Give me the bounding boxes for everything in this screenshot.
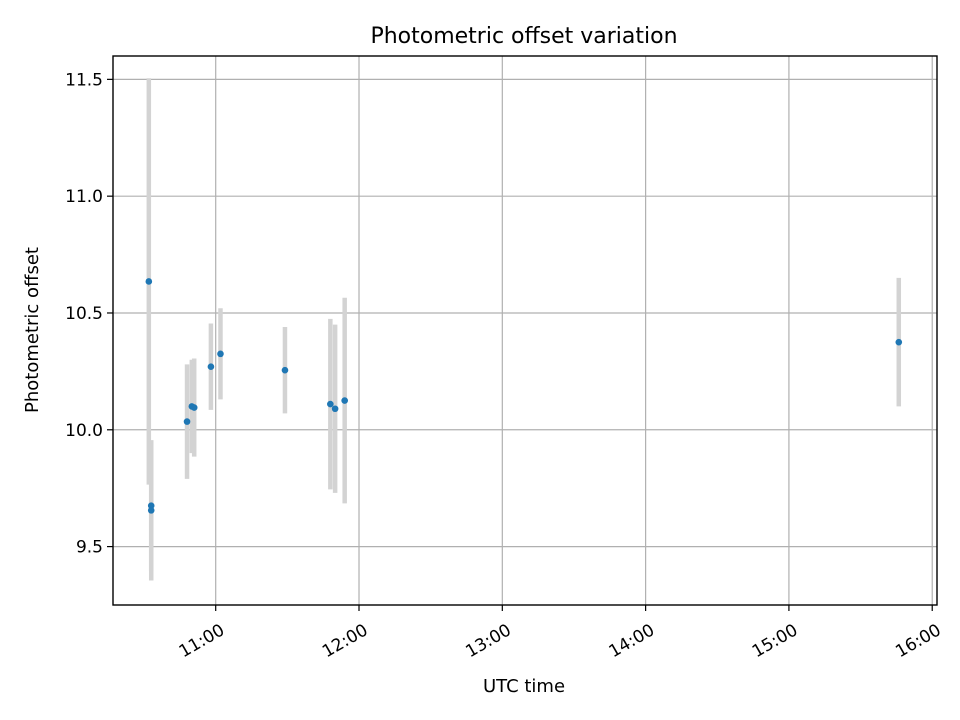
y-tick-label: 11.5 [65,70,103,90]
y-axis-label: Photometric offset [22,247,43,413]
y-tick-label: 10.5 [65,304,103,324]
data-point [145,278,153,285]
data-point [147,502,155,510]
x-tick-label: 14:00 [606,620,658,662]
data-point [281,366,289,374]
data-points [145,278,903,514]
data-point [331,405,339,413]
y-tick-label: 9.5 [76,538,103,558]
data-point [341,397,348,404]
data-point [327,400,334,408]
plot-frame [112,55,938,606]
error-bars [146,78,902,581]
data-point [190,404,198,411]
chart-title: Photometric offset variation [370,24,677,49]
data-point [147,507,155,514]
x-tick-label: 15:00 [749,620,801,662]
x-tick-label: 12:00 [319,620,371,662]
x-tick-label: 11:00 [176,620,228,662]
x-axis-ticks: 11:00 12:00 13:00 14:00 15:00 16:00 [176,605,945,662]
y-tick-label: 10.0 [65,421,103,441]
x-tick-label: 16:00 [892,620,944,662]
data-point [895,338,903,346]
y-axis-ticks: 9.5 10.0 10.5 11.0 11.5 [65,70,113,558]
x-axis-label: UTC time [483,676,565,697]
data-point [207,363,215,371]
y-tick-label: 11.0 [65,187,103,207]
grid-lines [113,56,937,605]
data-point [183,418,191,425]
x-tick-label: 13:00 [462,620,514,662]
data-point [217,350,224,358]
